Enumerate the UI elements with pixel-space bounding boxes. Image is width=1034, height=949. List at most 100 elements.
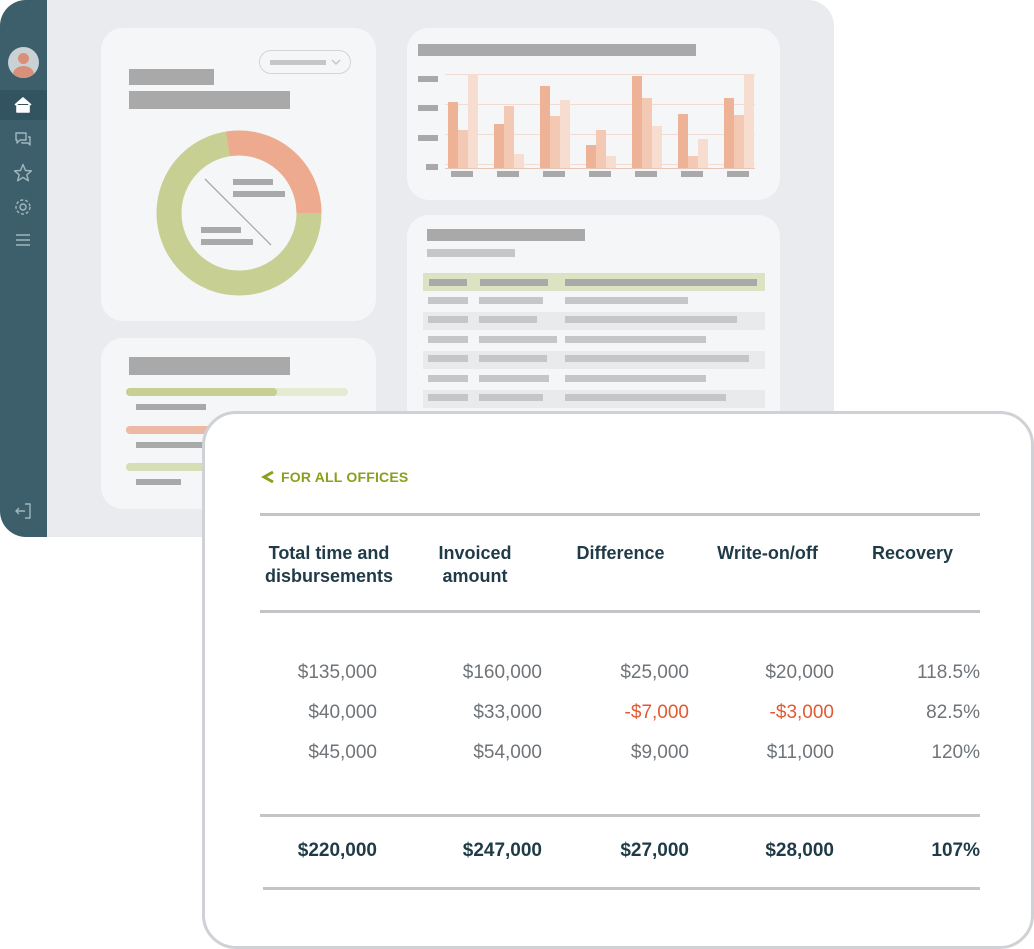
donut-chart: [156, 130, 322, 296]
progress-track-1: [126, 388, 348, 396]
dropdown-placeholder: [270, 60, 326, 65]
mock-bar: [468, 74, 478, 168]
bar-plot-area: [445, 74, 755, 169]
mock-cell: [428, 375, 468, 382]
placeholder-subtitle: [427, 249, 515, 257]
totals-top-rule: [260, 814, 980, 817]
col-header-invoiced: Invoiced amount: [438, 543, 512, 586]
total-cell: $220,000: [297, 840, 377, 861]
table-cell: 82.5%: [926, 702, 980, 723]
menu-icon[interactable]: [12, 229, 34, 251]
progress-caption-3: [136, 479, 181, 485]
progress-caption-2: [136, 442, 206, 448]
y-tick-4: [426, 164, 438, 170]
chat-icon[interactable]: [12, 128, 34, 150]
avatar-head: [18, 53, 29, 64]
mock-cell: [479, 375, 549, 382]
table-cell: $45,000: [308, 742, 377, 763]
col-header-2: [480, 279, 548, 286]
home-icon[interactable]: [12, 94, 34, 116]
donut-label-1: [233, 179, 273, 185]
mock-bar: [540, 86, 550, 168]
mock-bar: [596, 130, 606, 168]
star-icon[interactable]: [12, 162, 34, 184]
mock-bar: [494, 124, 504, 168]
donut-divider: [204, 178, 272, 246]
table-cell: $11,000: [766, 742, 834, 763]
mock-cell: [565, 316, 737, 323]
mock-cell: [565, 394, 726, 401]
col-header-difference: Difference: [576, 543, 665, 563]
col-header-1: [429, 279, 467, 286]
header-bottom-rule: [260, 610, 980, 613]
y-tick-2: [418, 105, 438, 111]
mock-cell: [428, 336, 468, 343]
col-header-recovery: Recovery: [871, 543, 954, 563]
header-top-rule: [260, 513, 980, 516]
table-cell: $33,000: [473, 702, 542, 723]
table-cell: -$3,000: [769, 702, 834, 723]
placeholder-title: [418, 44, 696, 56]
mock-bar: [642, 98, 652, 168]
recovery-report-card: FOR ALL OFFICES Total time and disbursem…: [202, 411, 1034, 949]
placeholder-title: [129, 357, 290, 375]
total-cell: $247,000: [462, 840, 542, 861]
donut-salmon-segment: [226, 130, 322, 214]
placeholder-title: [427, 229, 585, 241]
mock-bar: [514, 154, 524, 168]
table-cell: 120%: [931, 742, 980, 763]
mock-bar: [560, 100, 570, 168]
placeholder-subtitle: [129, 91, 290, 109]
table-cell: $40,000: [308, 702, 377, 723]
avatar-body: [13, 66, 34, 78]
bar-chart-panel: [407, 28, 780, 200]
mock-cell: [565, 297, 688, 304]
mock-cell: [428, 394, 468, 401]
table-cell: $135,000: [297, 662, 377, 683]
total-cell: 107%: [931, 840, 980, 861]
mock-bar: [458, 130, 468, 168]
chevron-left-icon: [261, 470, 274, 484]
y-tick-1: [418, 76, 438, 82]
mock-cell: [565, 355, 749, 362]
mock-bar: [698, 139, 708, 168]
table-cell: $20,000: [765, 662, 834, 683]
mock-cell: [479, 336, 557, 343]
col-header-3: [565, 279, 757, 286]
total-cell: $28,000: [765, 840, 834, 861]
period-dropdown[interactable]: [259, 50, 351, 74]
table-cell: $9,000: [630, 742, 689, 763]
mock-cell: [479, 394, 543, 401]
avatar[interactable]: [8, 47, 39, 78]
x-tick: [589, 171, 611, 177]
table-cell: -$7,000: [624, 702, 689, 723]
x-tick: [543, 171, 565, 177]
progress-fill-2: [126, 426, 226, 434]
mock-bar: [448, 102, 458, 168]
logout-icon[interactable]: [12, 500, 34, 522]
table-cell: $160,000: [462, 662, 542, 683]
back-to-all-offices-link[interactable]: FOR ALL OFFICES: [261, 469, 408, 485]
back-link-label: FOR ALL OFFICES: [281, 469, 409, 485]
x-tick: [497, 171, 519, 177]
gear-icon[interactable]: [12, 196, 34, 218]
x-tick: [451, 171, 473, 177]
mock-cell: [428, 316, 468, 323]
donut-label-2: [233, 191, 285, 197]
mock-cell: [565, 375, 706, 382]
progress-caption-1: [136, 404, 206, 410]
mock-bar: [632, 76, 642, 168]
mock-cell: [428, 355, 468, 362]
donut-label-4: [201, 239, 253, 245]
chevron-down-icon: [331, 59, 341, 65]
mock-bar: [504, 106, 514, 168]
mock-bar: [734, 115, 744, 168]
totals-bottom-rule: [263, 887, 980, 890]
mock-cell: [479, 297, 543, 304]
donut-panel: [101, 28, 376, 321]
x-tick: [727, 171, 749, 177]
mock-cell: [428, 297, 468, 304]
mock-bar: [678, 114, 688, 168]
progress-fill-3: [126, 463, 215, 471]
donut-label-3: [201, 227, 241, 233]
